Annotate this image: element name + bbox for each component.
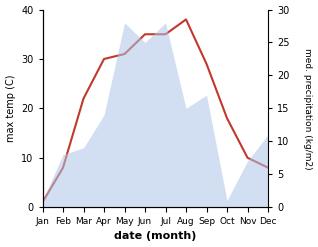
Y-axis label: max temp (C): max temp (C) bbox=[5, 75, 16, 142]
Y-axis label: med. precipitation (kg/m2): med. precipitation (kg/m2) bbox=[303, 48, 313, 169]
X-axis label: date (month): date (month) bbox=[114, 231, 197, 242]
